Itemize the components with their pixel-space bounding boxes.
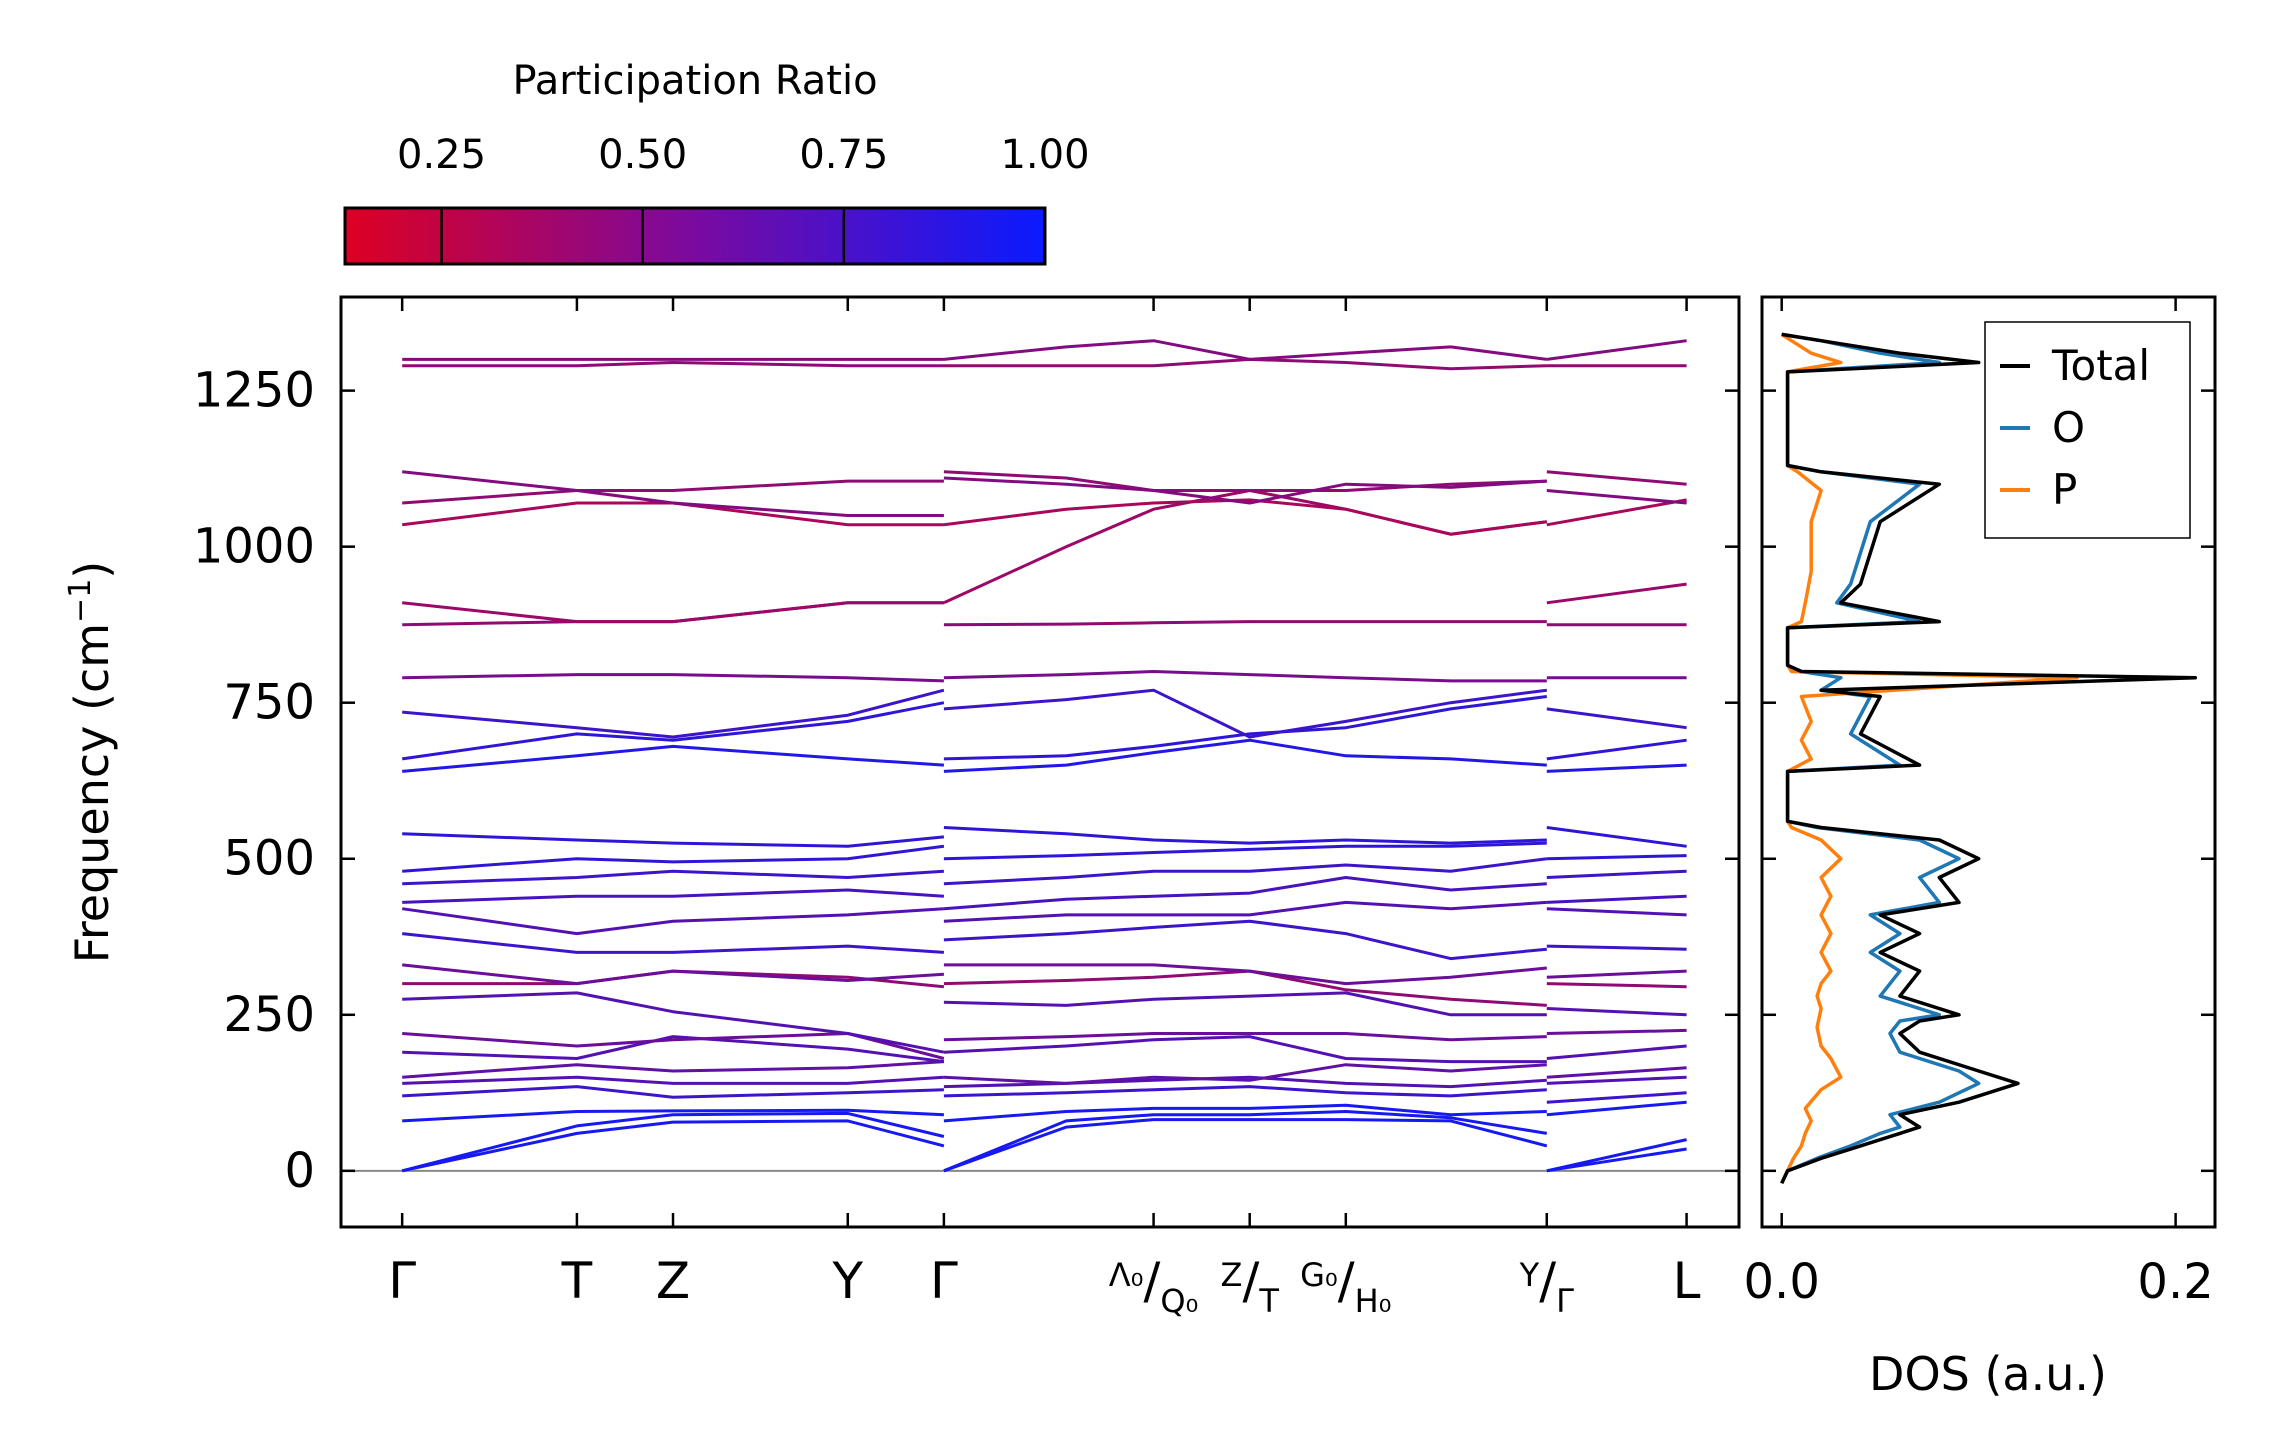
phonon-band-15 [402,841,1687,873]
phonon-band-2 [402,1100,1687,1123]
phonon-band-24 [402,470,1687,505]
phonon-band-0 [401,1118,1687,1173]
phonon-band-22 [402,489,1687,624]
band-xtick-label: Z [656,1252,690,1310]
band-xtick-label-compound: G₀/H₀ [1300,1252,1391,1320]
legend-label-p: P [2052,465,2077,514]
phonon-band-8 [402,991,1687,1054]
phonon-band-18 [401,695,1687,761]
phonon-band-5 [402,1060,1687,1085]
band-xtick-label-compound: Z/T [1221,1252,1280,1320]
band-ytick-label: 250 [223,987,315,1043]
dos-axes-frame [1760,295,2217,1229]
dos-xtick-label: 0.2 [2137,1254,2213,1310]
colorbar: Participation Ratio 0.25 0.50 0.75 1.00 [343,58,1090,266]
band-y-axis-label: Frequency (cm−1) [63,561,119,964]
phonon-band-6 [402,1035,1687,1064]
phonon-band-27 [402,339,1687,361]
phonon-band-7 [402,1028,1687,1060]
dos-x-axis-label: DOS (a.u.) [1869,1347,2107,1401]
colorbar-tick-label: 0.50 [598,132,687,178]
band-axes-frame [339,295,1741,1229]
phonon-band-11 [402,919,1687,961]
phonon-band-19 [402,688,1687,739]
legend-label-o: O [2052,403,2085,452]
phonon-band-9 [402,969,1687,1007]
phonon-band-20 [402,670,1687,683]
dos-legend: Total OP [1984,321,2191,539]
phonon-band-14 [402,857,1687,886]
phonon-band-10 [402,963,1687,986]
band-xtick-label: L [1673,1252,1701,1310]
phonon-band-3 [402,1085,1687,1104]
band-xtick-label-compound: Y/Γ [1519,1252,1574,1320]
band-xtick-label-compound: Λ₀/Q₀ [1109,1252,1199,1320]
band-xtick-label: Γ [388,1252,416,1310]
colorbar-gradient [343,206,1047,266]
phonon-band-1 [401,1110,1687,1173]
band-xtick-label: Y [832,1252,864,1310]
band-ytick-label: 750 [223,675,315,731]
band-ytick-label: 1000 [193,519,315,575]
band-ytick-label: 1250 [193,363,315,419]
colorbar-title: Participation Ratio [512,58,877,104]
band-xtick-label: Γ [930,1252,958,1310]
dos-panel: 0.0 0.2 DOS (a.u.) Total OP [1744,295,2217,1401]
band-ytick-label: 0 [284,1143,315,1199]
phonon-band-12 [401,900,1687,936]
band-xtick-label: T [561,1252,593,1310]
dos-series-p [1780,332,2079,1185]
dos-xtick-label: 0.0 [1744,1254,1820,1310]
phonon-band-17 [402,738,1687,773]
phonon-band-13 [402,876,1687,911]
band-structure-panel: 0 250 500 750 1000 1250 Γ T Z Y Γ Λ₀/Q₀ Z/T G₀/H₀ Y/Γ… [63,295,1741,1320]
colorbar-tick-label: 1.00 [1000,132,1089,178]
colorbar-tick-label: 0.25 [397,132,486,178]
legend-label-total: Total [2051,341,2150,390]
phonon-band-25 [402,470,1687,517]
phonon-band-16 [402,826,1687,848]
colorbar-tick-label: 0.75 [799,132,888,178]
phonon-band-23 [402,498,1687,536]
band-ytick-label: 500 [223,831,315,887]
dos-series-total [1780,332,2198,1185]
